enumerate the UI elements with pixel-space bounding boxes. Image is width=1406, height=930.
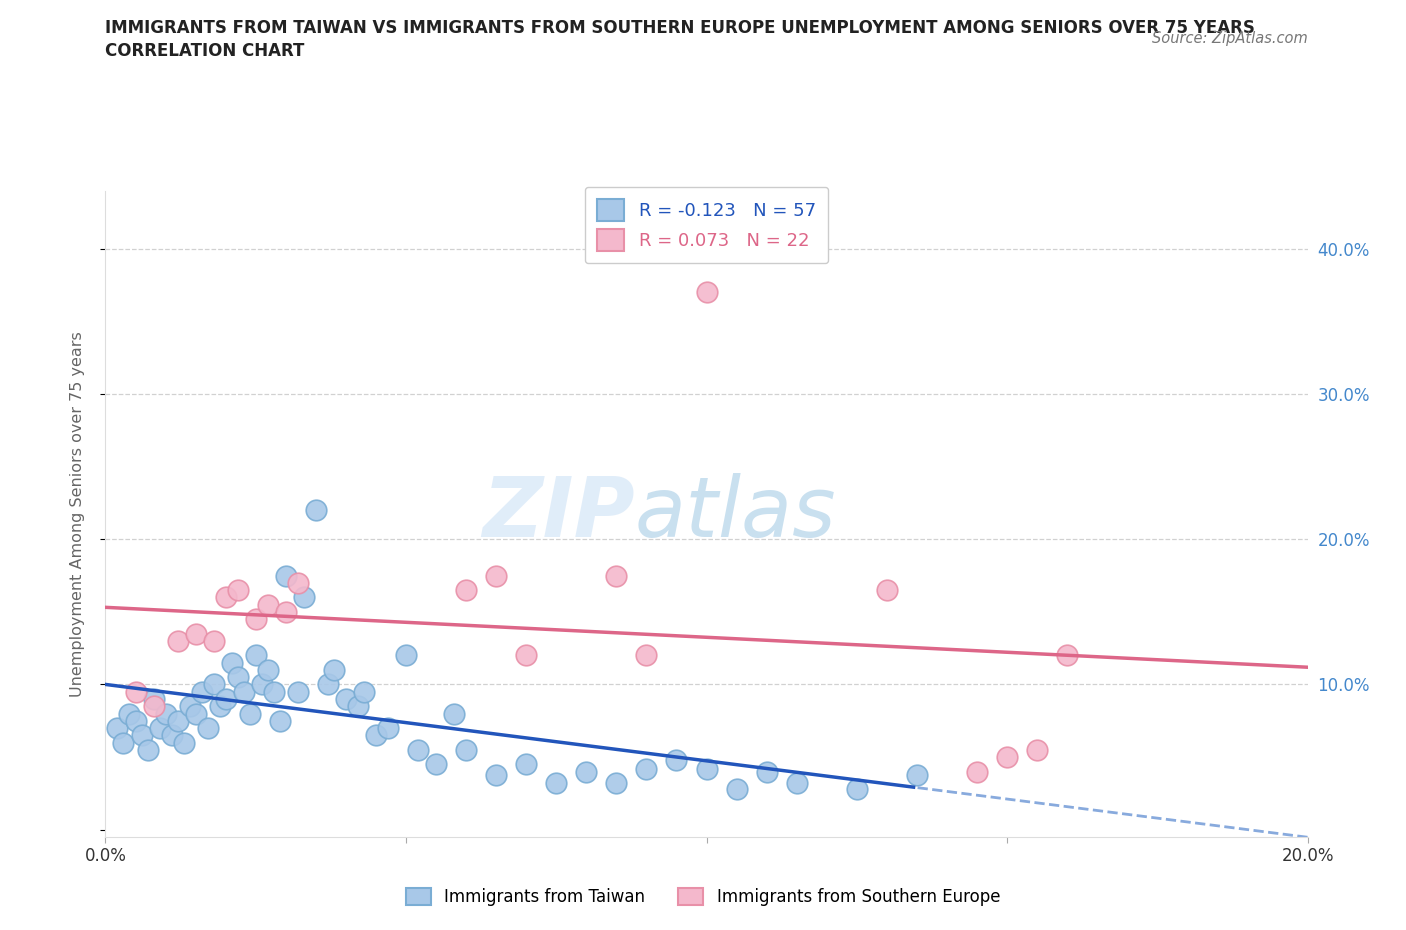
Point <box>274 604 297 619</box>
Point <box>197 721 219 736</box>
Point <box>166 633 188 648</box>
Point <box>696 762 718 777</box>
Point <box>443 706 465 721</box>
Point <box>214 590 236 604</box>
Point <box>515 757 537 772</box>
Text: Source: ZipAtlas.com: Source: ZipAtlas.com <box>1152 32 1308 46</box>
Y-axis label: Unemployment Among Seniors over 75 years: Unemployment Among Seniors over 75 years <box>70 331 84 697</box>
Point <box>202 677 225 692</box>
Point <box>347 698 370 713</box>
Point <box>202 633 225 648</box>
Point <box>239 706 262 721</box>
Point <box>485 568 508 583</box>
Point <box>184 626 207 641</box>
Point <box>546 776 568 790</box>
Point <box>269 713 291 728</box>
Point <box>107 721 129 736</box>
Point <box>256 662 278 677</box>
Point <box>454 742 477 757</box>
Point <box>353 684 375 699</box>
Point <box>287 576 309 591</box>
Legend: R = -0.123   N = 57, R = 0.073   N = 22: R = -0.123 N = 57, R = 0.073 N = 22 <box>585 187 828 263</box>
Point <box>226 670 249 684</box>
Point <box>118 706 141 721</box>
Point <box>515 648 537 663</box>
Point <box>605 776 627 790</box>
Point <box>131 728 153 743</box>
Point <box>335 692 357 707</box>
Point <box>226 582 249 597</box>
Point <box>232 684 254 699</box>
Point <box>575 764 598 779</box>
Point <box>142 692 165 707</box>
Point <box>184 706 207 721</box>
Point <box>725 781 748 796</box>
Point <box>136 742 159 757</box>
Point <box>112 735 135 750</box>
Point <box>263 684 285 699</box>
Point <box>124 713 146 728</box>
Point <box>364 728 387 743</box>
Point <box>245 612 267 627</box>
Point <box>179 698 201 713</box>
Point <box>173 735 195 750</box>
Point <box>124 684 146 699</box>
Point <box>454 582 477 597</box>
Text: CORRELATION CHART: CORRELATION CHART <box>105 43 305 60</box>
Point <box>160 728 183 743</box>
Point <box>636 648 658 663</box>
Point <box>316 677 339 692</box>
Point <box>256 597 278 612</box>
Point <box>605 568 627 583</box>
Point <box>305 503 328 518</box>
Point <box>322 662 344 677</box>
Point <box>485 767 508 782</box>
Point <box>876 582 898 597</box>
Point <box>214 692 236 707</box>
Text: IMMIGRANTS FROM TAIWAN VS IMMIGRANTS FROM SOUTHERN EUROPE UNEMPLOYMENT AMONG SEN: IMMIGRANTS FROM TAIWAN VS IMMIGRANTS FRO… <box>105 20 1256 37</box>
Point <box>1056 648 1078 663</box>
Point <box>142 698 165 713</box>
Point <box>292 590 315 604</box>
Point <box>406 742 429 757</box>
Point <box>966 764 988 779</box>
Text: atlas: atlas <box>634 473 837 554</box>
Point <box>755 764 778 779</box>
Legend: Immigrants from Taiwan, Immigrants from Southern Europe: Immigrants from Taiwan, Immigrants from … <box>398 880 1008 914</box>
Point <box>155 706 177 721</box>
Point <box>148 721 170 736</box>
Point <box>995 750 1018 764</box>
Point <box>1026 742 1049 757</box>
Point <box>905 767 928 782</box>
Point <box>636 762 658 777</box>
Point <box>786 776 808 790</box>
Point <box>250 677 273 692</box>
Point <box>845 781 868 796</box>
Point <box>287 684 309 699</box>
Point <box>208 698 231 713</box>
Point <box>395 648 418 663</box>
Point <box>190 684 212 699</box>
Point <box>274 568 297 583</box>
Point <box>245 648 267 663</box>
Point <box>377 721 399 736</box>
Point <box>166 713 188 728</box>
Text: ZIP: ZIP <box>482 473 634 554</box>
Point <box>425 757 447 772</box>
Point <box>221 656 243 671</box>
Point <box>696 285 718 299</box>
Point <box>665 752 688 767</box>
